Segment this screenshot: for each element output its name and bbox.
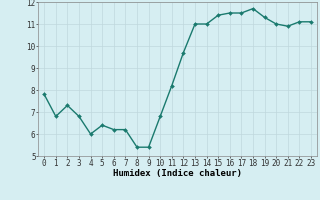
X-axis label: Humidex (Indice chaleur): Humidex (Indice chaleur): [113, 169, 242, 178]
